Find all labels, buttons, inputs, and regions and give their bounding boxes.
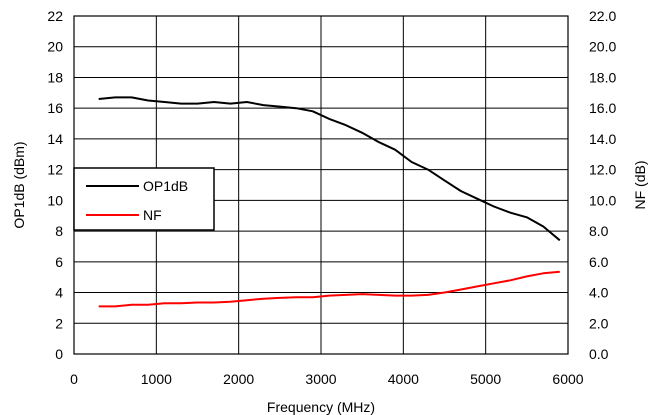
y-axis-right-tick-labels: 0.0 2.0 4.0 6.0 8.0 10.0 12.0 14.0 16.0 18.0 20.0 2… — [589, 8, 616, 362]
y2-tick-label: 2.0 — [589, 315, 609, 331]
x-axis-tick-labels: 0 1000 2000 3000 4000 5000 6000 — [70, 371, 584, 387]
y2-tick-label: 20.0 — [589, 39, 616, 55]
legend-label-nf: NF — [143, 207, 162, 223]
y2-tick-label: 6.0 — [589, 254, 609, 270]
y-tick-label: 2 — [55, 315, 63, 331]
y2-tick-label: 12.0 — [589, 162, 616, 178]
legend-label-op1db: OP1dB — [143, 178, 188, 194]
series-line-op1db — [98, 96, 561, 242]
y2-tick-label: 8.0 — [589, 223, 609, 239]
y-tick-label: 12 — [47, 162, 63, 178]
y-tick-label: 22 — [47, 8, 63, 24]
y2-tick-label: 18.0 — [589, 69, 616, 85]
x-tick-label: 1000 — [141, 371, 172, 387]
y-tick-label: 18 — [47, 69, 63, 85]
x-axis-title: Frequency (MHz) — [267, 399, 375, 415]
x-tick-label: 6000 — [552, 371, 583, 387]
y-tick-label: 20 — [47, 39, 63, 55]
grid-lines — [74, 16, 568, 354]
x-tick-label: 0 — [70, 371, 78, 387]
y-axis-left-tick-labels: 0 2 4 6 8 10 12 14 16 18 20 22 — [47, 8, 63, 362]
y-tick-label: 6 — [55, 254, 63, 270]
y2-tick-label: 0.0 — [589, 346, 609, 362]
y-tick-label: 16 — [47, 100, 63, 116]
series-line-nf — [98, 270, 560, 308]
x-tick-label: 4000 — [388, 371, 419, 387]
y2-tick-label: 22.0 — [589, 8, 616, 24]
x-tick-label: 2000 — [223, 371, 254, 387]
y-tick-label: 4 — [55, 285, 63, 301]
y2-tick-label: 14.0 — [589, 131, 616, 147]
x-tick-label: 3000 — [305, 371, 336, 387]
y-tick-label: 0 — [55, 346, 63, 362]
y-tick-label: 8 — [55, 223, 63, 239]
y-axis-left-title: OP1dB (dBm) — [11, 141, 27, 228]
y-tick-label: 10 — [47, 192, 63, 208]
legend-box — [73, 167, 215, 231]
x-tick-label: 5000 — [470, 371, 501, 387]
series-layer — [98, 96, 561, 308]
y2-tick-label: 4.0 — [589, 285, 609, 301]
y-tick-label: 14 — [47, 131, 63, 147]
y2-tick-label: 10.0 — [589, 192, 616, 208]
legend: OP1dB NF — [73, 167, 215, 231]
y-axis-right-title: NF (dB) — [632, 161, 648, 210]
y2-tick-label: 16.0 — [589, 100, 616, 116]
